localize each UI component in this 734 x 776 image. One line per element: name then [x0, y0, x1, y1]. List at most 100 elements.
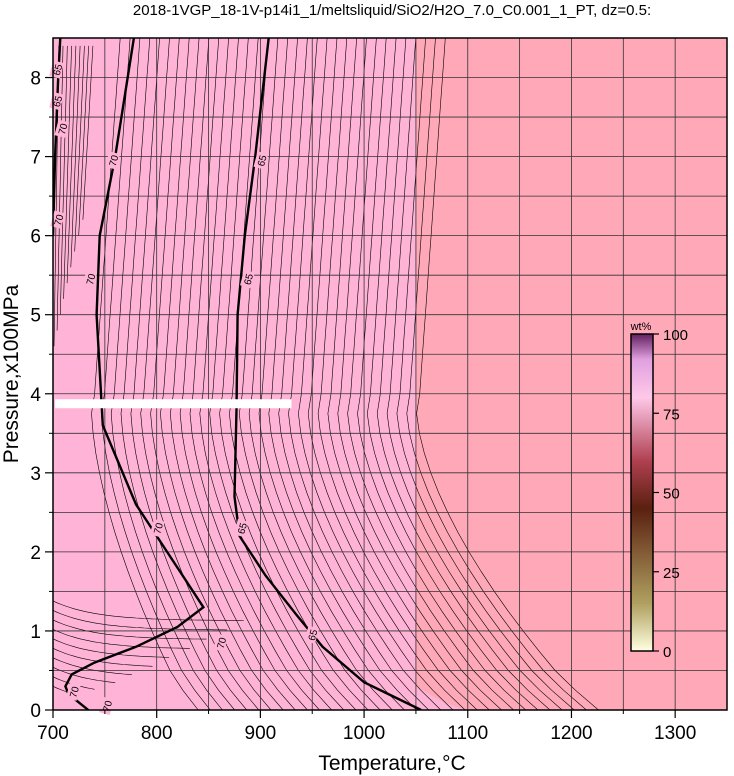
y-tick-label: 7 — [30, 148, 41, 169]
contour-label-group: 70 — [82, 269, 99, 289]
thin-contour — [130, 38, 247, 710]
y-tick-label: 8 — [30, 69, 41, 90]
labeled-contour-lines — [53, 38, 422, 710]
contour-label-bg — [149, 518, 165, 538]
thin-contour — [337, 38, 502, 710]
colorbar-tick-label: 0 — [663, 644, 671, 661]
thin-contour — [140, 38, 260, 710]
y-axis-ticks: 0 1 2 3 4 5 6 7 8 — [30, 69, 53, 722]
thin-contour — [406, 38, 587, 710]
thin-contour — [56, 45, 64, 331]
contour-label: 70 — [216, 636, 230, 650]
thin-contour — [416, 38, 599, 710]
x-tick-label: 1000 — [343, 723, 385, 744]
y-tick-label: 3 — [30, 464, 41, 485]
x-tick-label: 800 — [141, 723, 173, 744]
thin-contour — [357, 38, 526, 710]
thin-contour — [53, 657, 132, 675]
contour-label-group: 70 — [50, 210, 67, 229]
contour-label: 65 — [256, 154, 270, 168]
contour-label: 70 — [152, 521, 166, 535]
contour-label: 70 — [85, 272, 99, 286]
thin-contour — [63, 45, 72, 299]
thin-contour — [160, 38, 284, 710]
thin-contour — [53, 648, 153, 667]
contour-label: 70 — [53, 213, 67, 227]
thin-contour — [307, 38, 466, 710]
thin-contour — [317, 38, 478, 710]
thin-contour — [327, 38, 490, 710]
contour-label-bg — [50, 210, 66, 229]
contour-label-bg — [54, 119, 70, 138]
contour-label: 65 — [52, 94, 66, 108]
contour-label: 70 — [57, 122, 71, 136]
thin-contour — [396, 38, 575, 710]
contour-label: 70 — [68, 685, 82, 699]
plot-title: 2018-1VGP_18-1V-p14i1_1/meltsliquid/SiO2… — [133, 2, 651, 19]
y-tick-label: 5 — [30, 306, 41, 327]
contour-line-70 — [64, 38, 206, 710]
phase-fields — [53, 38, 727, 710]
thin-contour — [229, 38, 369, 710]
thin-contour — [219, 38, 357, 710]
x-tick-label: 1300 — [654, 723, 696, 744]
contour-label: 65 — [52, 63, 66, 77]
thin-contour — [53, 629, 190, 649]
contour-label-bg — [233, 518, 249, 538]
contour-label: 65 — [243, 272, 257, 286]
thin-contour — [347, 38, 514, 710]
thin-contour — [189, 38, 320, 710]
x-axis-ticks: 700 800 900 1000 1100 1200 1300 — [37, 710, 696, 744]
thin-contour — [169, 38, 296, 710]
colorbar-ticks: 0 25 50 75 100 — [653, 327, 688, 661]
contour-label-group: 70 — [65, 682, 82, 701]
contour-label-group: 65 — [240, 269, 257, 289]
thin-contour — [120, 38, 235, 710]
y-tick-label: 2 — [30, 543, 41, 564]
thin-contour — [179, 38, 308, 710]
contour-label: 65 — [307, 628, 321, 642]
thin-contour — [248, 38, 393, 710]
contour-label-bg — [253, 151, 269, 170]
thin-contour — [298, 38, 454, 710]
contour-label-bg — [240, 269, 255, 289]
thin-contour — [82, 45, 94, 220]
colorbar-tick-label: 75 — [663, 406, 680, 423]
contour-label: 65 — [236, 521, 250, 535]
thin-contour — [258, 38, 405, 710]
contour-label-bg — [213, 633, 228, 652]
contour-line-70 — [53, 38, 62, 236]
x-tick-label: 900 — [245, 723, 277, 744]
y-tick-label: 1 — [30, 622, 41, 643]
thin-contour — [53, 619, 207, 640]
colorbar-gradient — [630, 333, 654, 652]
contour-label-group: 70 — [54, 119, 71, 138]
thin-contour — [268, 38, 417, 710]
plot-frame — [52, 37, 728, 711]
y-tick-label: 6 — [30, 227, 41, 248]
contour-label-bg — [105, 151, 121, 170]
thin-contour — [278, 38, 429, 710]
colorbar-tick-label: 25 — [663, 565, 680, 582]
thin-contour — [366, 38, 539, 710]
y-tick-label: 4 — [30, 385, 41, 406]
thin-contour — [66, 45, 77, 284]
contour-label-bg — [82, 269, 98, 289]
x-tick-label: 1100 — [447, 723, 488, 744]
thin-contour — [53, 638, 170, 658]
thin-contour — [238, 38, 381, 710]
thin-contour — [91, 38, 199, 710]
thin-contour — [53, 600, 244, 621]
contour-label-group: 70 — [105, 151, 121, 170]
colorbar-tick-label: 100 — [663, 327, 688, 344]
contour-label-group: 70 — [149, 518, 166, 538]
y-tick-label: 0 — [30, 701, 41, 722]
colorbar: wt% 0 25 50 75 100 — [630, 321, 688, 661]
contour-label-bg — [65, 682, 81, 701]
thin-contour — [100, 38, 211, 710]
contour-label-group: 65 — [304, 625, 321, 644]
contour-label-group: 70 — [213, 633, 230, 652]
contour-label-group: 65 — [253, 151, 270, 170]
thin-contour-lines — [53, 38, 599, 710]
